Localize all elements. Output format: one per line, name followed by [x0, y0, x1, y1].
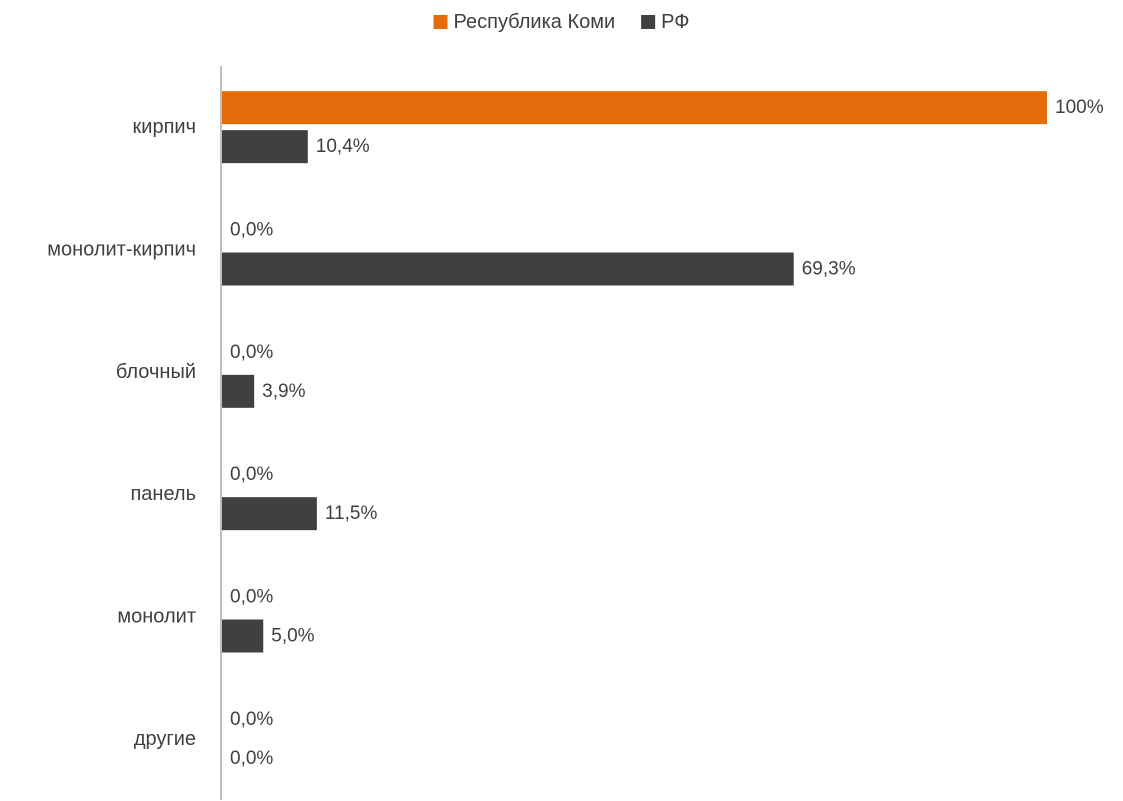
data-label: 0,0% [230, 748, 273, 769]
category-label: монолит-кирпич [47, 239, 196, 261]
data-label: 0,0% [230, 342, 273, 363]
bar [222, 374, 255, 408]
bar [222, 130, 308, 164]
legend-label: РФ [661, 11, 689, 33]
bar [222, 619, 264, 653]
data-label: 5,0% [271, 626, 314, 647]
category-label: монолит [117, 606, 196, 628]
category-label: блочный [116, 361, 196, 383]
legend-swatch [433, 15, 448, 29]
category-label: кирпич [133, 116, 196, 138]
category-label: панель [130, 483, 196, 505]
legend-swatch [641, 15, 656, 29]
data-label: 69,3% [802, 259, 856, 280]
category-label: другие [134, 728, 196, 750]
data-label: 0,0% [230, 220, 273, 241]
data-label: 3,9% [262, 381, 305, 402]
data-label: 0,0% [230, 464, 273, 485]
bar [222, 91, 1047, 125]
data-label: 0,0% [230, 587, 273, 608]
data-label: 11,5% [325, 503, 378, 524]
legend: Республика Коми РФ [433, 11, 689, 33]
legend-label: Республика Коми [454, 11, 616, 33]
bar [222, 497, 317, 531]
bar [222, 252, 794, 286]
data-label: 100% [1055, 97, 1104, 118]
data-label: 10,4% [316, 136, 370, 157]
data-label: 0,0% [230, 709, 273, 730]
